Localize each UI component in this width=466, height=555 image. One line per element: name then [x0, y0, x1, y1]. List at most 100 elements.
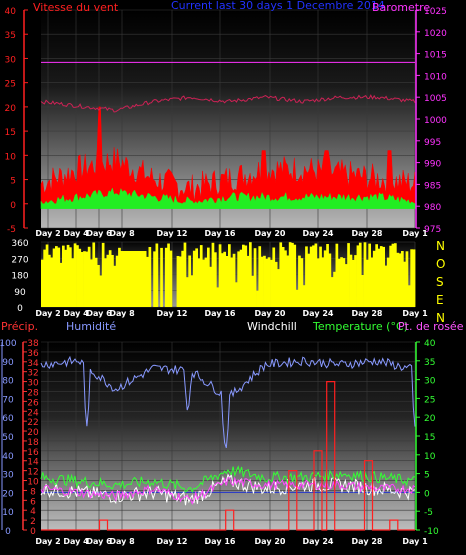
direction-bar	[129, 251, 133, 307]
wind-tick-label: 10	[5, 152, 17, 162]
direction-bar	[337, 258, 341, 307]
direction-bar	[386, 257, 390, 307]
temp-tick-label: -5	[424, 508, 433, 518]
direction-bar	[384, 265, 388, 307]
precip-tick-label: 14	[27, 458, 39, 468]
direction-bar	[176, 256, 180, 307]
direction-bar	[293, 244, 297, 307]
wind-tick-label: 25	[5, 80, 16, 90]
direction-bar	[347, 243, 350, 307]
humidity-line	[40, 355, 416, 449]
temp-tick-label: 0	[424, 489, 430, 499]
direction-bar	[207, 247, 210, 307]
climate-day-tick-label: Day 6	[86, 537, 112, 546]
direction-bar	[57, 247, 61, 307]
direction-bar	[370, 257, 374, 307]
direction-bar	[55, 246, 58, 307]
precip-title: Précip.	[1, 320, 38, 333]
direction-day-tick-label: Day 16	[205, 309, 236, 318]
direction-bar	[190, 275, 194, 307]
direction-bar	[132, 251, 135, 307]
temp-tick-label: 10	[424, 452, 436, 462]
direction-bar	[356, 245, 360, 307]
direction-bar	[136, 251, 140, 307]
direction-bar	[253, 248, 257, 307]
wind-day-tick-label: Day 12	[157, 229, 188, 238]
precip-tick-label: 0	[30, 527, 36, 537]
direction-bar	[192, 250, 196, 307]
precip-tick-label: 8	[30, 487, 36, 497]
temp-tick-label: 25	[424, 395, 435, 405]
direction-bar	[216, 287, 219, 307]
direction-bar	[361, 275, 364, 307]
direction-bar	[389, 245, 392, 307]
compass-label-north-end: N	[436, 311, 445, 325]
wind-day-tick-label: Day 1	[402, 229, 428, 238]
precip-tick-label: 24	[27, 408, 39, 418]
humidity-tick-label: 20	[2, 489, 14, 499]
baro-tick-label: 1010	[424, 72, 447, 82]
direction-bar	[155, 243, 159, 307]
direction-bar	[169, 250, 173, 307]
direction-day-tick-label: Day 8	[109, 309, 135, 318]
direction-bar	[405, 251, 409, 307]
direction-bar	[263, 255, 266, 307]
direction-bar	[118, 247, 121, 307]
temperature-title: Temperature (°C)	[312, 320, 408, 333]
temp-tick-label: 15	[424, 433, 435, 443]
direction-bar	[139, 251, 142, 307]
direction-bar	[113, 265, 117, 307]
baro-tick-label: 980	[424, 203, 441, 213]
humidity-title: Humidité	[66, 320, 116, 333]
direction-bar	[146, 256, 149, 307]
dew-point-line	[40, 476, 416, 505]
direction-bar	[279, 242, 283, 307]
direction-bar	[258, 246, 262, 307]
direction-bar	[148, 247, 152, 307]
wind-day-tick-label: Day 28	[352, 229, 383, 238]
direction-tick-label: 180	[11, 272, 28, 282]
temp-tick-label: 35	[424, 358, 435, 368]
humidity-tick-label: 90	[2, 358, 14, 368]
direction-bar	[178, 256, 182, 307]
direction-tick-label: 360	[11, 239, 28, 249]
humidity-tick-label: 30	[2, 471, 14, 481]
wind-average-area	[40, 187, 416, 209]
direction-bar	[410, 249, 413, 307]
direction-bar	[122, 251, 126, 307]
precip-tick-label: 30	[27, 379, 39, 389]
direction-bar	[235, 282, 238, 307]
direction-day-tick-label: Day 20	[255, 309, 286, 318]
direction-bar	[328, 253, 332, 307]
wind-day-tick-label: Day 8	[109, 229, 135, 238]
direction-bar	[69, 247, 72, 307]
baro-tick-label: 995	[424, 138, 441, 148]
wind-tick-label: 35	[5, 31, 16, 41]
wind-tick-label: 30	[5, 55, 17, 65]
compass-label-south: S	[436, 275, 444, 289]
humidity-tick-label: 60	[2, 414, 14, 424]
precip-tick-label: 28	[27, 388, 39, 398]
barometer-title: Barometre	[372, 1, 430, 14]
wind-tick-label: 15	[5, 128, 16, 138]
chart-title: Current last 30 days 1 Decembre 2014	[171, 0, 385, 12]
direction-bar	[230, 257, 233, 307]
direction-bar	[80, 252, 84, 307]
precip-tick-label: 16	[27, 448, 39, 458]
direction-bar	[368, 243, 371, 307]
direction-bar	[340, 257, 343, 307]
precip-tick-label: 18	[27, 438, 39, 448]
direction-bar	[265, 258, 269, 307]
baro-tick-label: 1020	[424, 29, 447, 39]
direction-bar	[97, 265, 100, 307]
direction-bar	[377, 248, 381, 307]
baro-tick-label: 1000	[424, 116, 447, 126]
direction-bar	[358, 242, 362, 307]
compass-label-west: O	[436, 257, 445, 271]
wind-gust-area	[40, 106, 416, 205]
direction-bar	[351, 259, 355, 307]
direction-bar	[365, 259, 369, 307]
direction-bar	[66, 244, 70, 307]
baro-tick-label: 990	[424, 160, 441, 170]
